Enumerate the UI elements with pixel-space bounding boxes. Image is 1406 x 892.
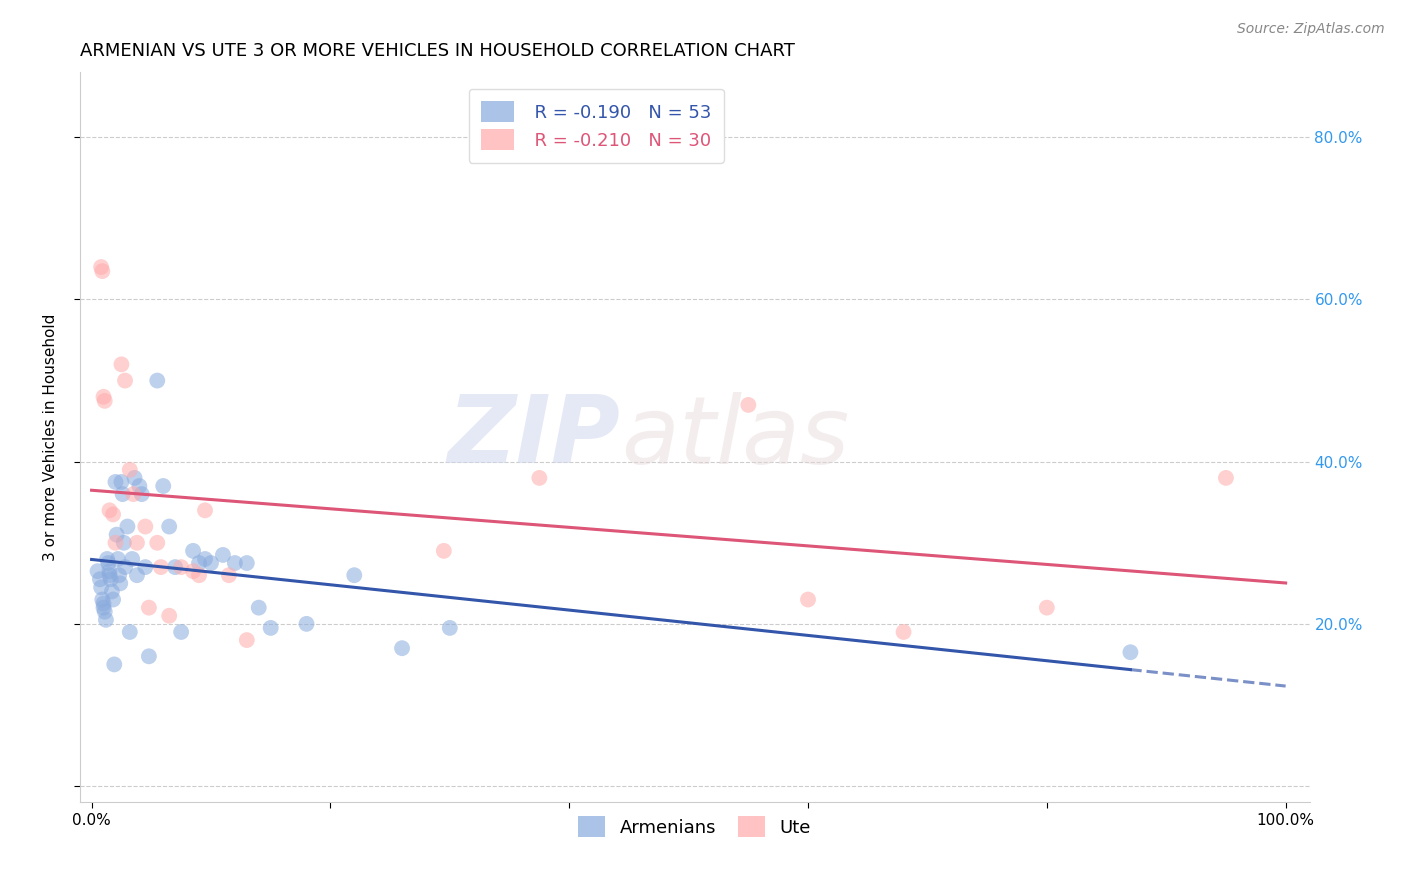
Point	[218, 568, 240, 582]
Text: ARMENIAN VS UTE 3 OR MORE VEHICLES IN HOUSEHOLD CORRELATION CHART: ARMENIAN VS UTE 3 OR MORE VEHICLES IN HO…	[80, 42, 794, 60]
Point	[101, 508, 124, 522]
Point	[97, 556, 120, 570]
Point	[114, 374, 136, 388]
Point	[122, 487, 145, 501]
Point	[94, 613, 117, 627]
Point	[295, 616, 318, 631]
Point	[101, 584, 124, 599]
Point	[89, 572, 111, 586]
Point	[212, 548, 235, 562]
Point	[181, 544, 204, 558]
Point	[98, 564, 121, 578]
Point	[98, 568, 121, 582]
Point	[117, 519, 139, 533]
Point	[110, 576, 132, 591]
Point	[125, 568, 148, 582]
Point	[236, 633, 259, 648]
Point	[200, 556, 222, 570]
Point	[93, 605, 115, 619]
Point	[90, 260, 112, 274]
Point	[124, 471, 146, 485]
Point	[98, 503, 121, 517]
Point	[93, 600, 115, 615]
Point	[104, 475, 127, 489]
Point	[110, 475, 132, 489]
Point	[247, 600, 270, 615]
Point	[93, 597, 115, 611]
Point	[86, 564, 108, 578]
Point	[121, 552, 143, 566]
Point	[194, 552, 217, 566]
Point	[138, 649, 160, 664]
Point	[165, 560, 187, 574]
Point	[1036, 600, 1059, 615]
Point	[343, 568, 366, 582]
Point	[93, 390, 115, 404]
Point	[100, 572, 122, 586]
Point	[157, 608, 180, 623]
Point	[224, 556, 246, 570]
Point	[391, 641, 413, 656]
Point	[188, 556, 211, 570]
Point	[134, 560, 156, 574]
Point	[112, 535, 135, 549]
Point	[118, 624, 141, 639]
Point	[103, 657, 125, 672]
Point	[91, 264, 114, 278]
Point	[1215, 471, 1237, 485]
Point	[91, 592, 114, 607]
Point	[797, 592, 820, 607]
Text: Source: ZipAtlas.com: Source: ZipAtlas.com	[1237, 22, 1385, 37]
Point	[260, 621, 283, 635]
Point	[152, 479, 174, 493]
Point	[114, 560, 136, 574]
Point	[107, 552, 129, 566]
Point	[105, 527, 128, 541]
Point	[101, 592, 124, 607]
Point	[134, 519, 156, 533]
Point	[893, 624, 915, 639]
Point	[90, 580, 112, 594]
Point	[170, 624, 193, 639]
Point	[170, 560, 193, 574]
Point	[146, 374, 169, 388]
Y-axis label: 3 or more Vehicles in Household: 3 or more Vehicles in Household	[44, 314, 58, 561]
Point	[157, 519, 180, 533]
Point	[125, 535, 148, 549]
Point	[433, 544, 456, 558]
Point	[181, 564, 204, 578]
Point	[194, 503, 217, 517]
Point	[1119, 645, 1142, 659]
Point	[128, 479, 150, 493]
Point	[108, 568, 131, 582]
Point	[439, 621, 461, 635]
Point	[138, 600, 160, 615]
Point	[118, 463, 141, 477]
Point	[737, 398, 759, 412]
Point	[111, 487, 134, 501]
Text: atlas: atlas	[621, 392, 849, 483]
Point	[131, 487, 153, 501]
Text: ZIP: ZIP	[449, 392, 621, 483]
Point	[236, 556, 259, 570]
Point	[149, 560, 172, 574]
Point	[110, 357, 132, 371]
Point	[146, 535, 169, 549]
Point	[529, 471, 551, 485]
Point	[96, 552, 118, 566]
Point	[104, 535, 127, 549]
Point	[93, 393, 115, 408]
Point	[188, 568, 211, 582]
Legend: Armenians, Ute: Armenians, Ute	[571, 809, 818, 845]
